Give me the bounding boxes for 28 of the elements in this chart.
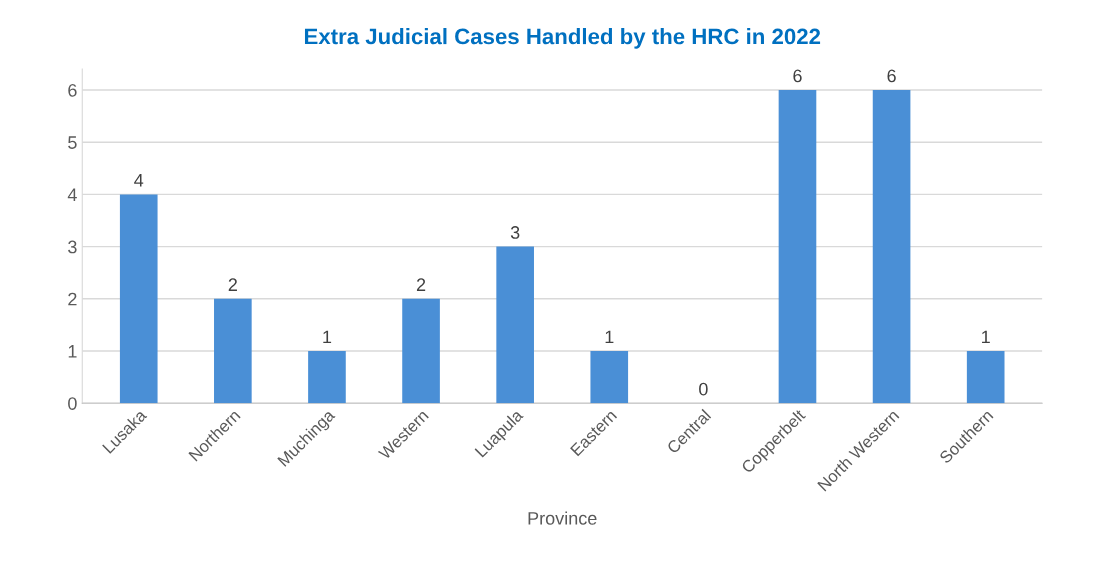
bar <box>966 351 1005 404</box>
y-tick-label: 3 <box>68 240 77 254</box>
bar <box>872 90 911 404</box>
y-tick-label: 4 <box>67 188 77 201</box>
bar <box>590 351 629 404</box>
data-label: 6 <box>887 69 896 83</box>
data-label: 6 <box>793 69 802 83</box>
data-label: 2 <box>228 278 237 291</box>
x-axis-title: Province <box>528 511 597 525</box>
y-tick-label: 0 <box>68 397 77 410</box>
y-tick-label: 2 <box>68 292 77 306</box>
data-label: 4 <box>134 174 144 187</box>
bar <box>119 194 158 404</box>
y-tick-label: 1 <box>68 345 77 358</box>
data-label: 1 <box>323 330 332 344</box>
y-tick-label: 5 <box>68 136 77 149</box>
bar <box>496 246 534 404</box>
data-label: 3 <box>510 226 520 239</box>
y-tick-label: 6 <box>68 83 77 97</box>
data-label: 1 <box>982 330 990 344</box>
chart-title: Extra Judicial Cases Handled by the HRC in 2022 <box>304 28 821 49</box>
data-label: 0 <box>699 382 708 396</box>
bar <box>214 298 252 404</box>
bar <box>402 298 440 404</box>
bar <box>308 351 346 404</box>
bar <box>778 90 817 404</box>
data-label: 2 <box>416 278 426 291</box>
data-label: 1 <box>605 330 614 344</box>
